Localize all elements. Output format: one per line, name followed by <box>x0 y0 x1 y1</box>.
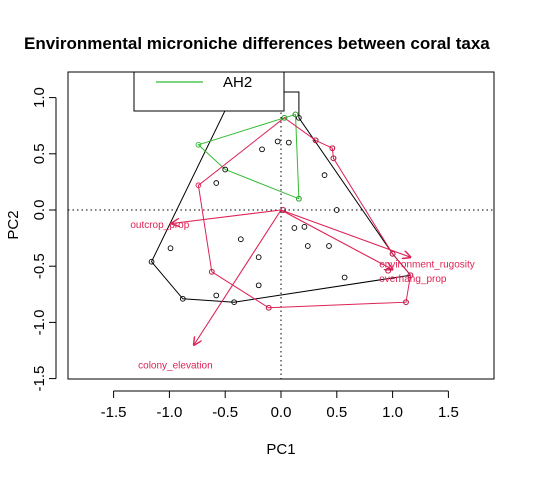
data-point-16 <box>291 225 298 231</box>
group-1-point-8 <box>208 268 215 275</box>
data-point-17 <box>304 243 311 249</box>
arrow-label-overhang_prop: overhang_prop <box>379 274 447 285</box>
data-point-18 <box>326 243 332 249</box>
data-point-14 <box>333 207 340 213</box>
group-1-point-7 <box>407 272 414 279</box>
y-tick-label-1: -1.0 <box>31 309 48 335</box>
data-point-6 <box>222 166 229 173</box>
hull-1 <box>197 113 300 200</box>
data-point-4 <box>285 139 292 146</box>
x-tick-label-0: -1.5 <box>101 404 127 421</box>
data-point-15 <box>301 224 308 230</box>
data-point-25 <box>255 282 262 289</box>
data-point-30 <box>179 295 186 302</box>
data-point-29 <box>213 292 220 299</box>
data-point-24 <box>341 274 348 281</box>
hull-2 <box>197 117 412 309</box>
arrow-overhang_prop <box>280 209 393 270</box>
data-point-21 <box>167 245 174 252</box>
y-tick-label-0: -1.5 <box>31 366 48 392</box>
group-1-point-1 <box>329 145 336 152</box>
arrow-label-colony_elevation: colony_elevation <box>138 360 213 371</box>
chart-title: Environmental microniche differences bet… <box>24 34 490 53</box>
arrow-environment_rugosity <box>280 209 410 257</box>
arrow-label-outcrop_prop: outcrop_prop <box>130 220 189 231</box>
x-tick-label-2: -0.5 <box>212 404 238 421</box>
data-point-31 <box>231 299 237 306</box>
arrow-colony_elevation <box>194 209 282 345</box>
group-1-point-6 <box>385 267 391 274</box>
y-tick-label-4: 0.5 <box>31 143 48 164</box>
y-tick-label-5: 1.0 <box>31 87 48 108</box>
plot-area: outcrop_prop environment_rugosity overhang… <box>68 72 494 379</box>
x-tick-label-1: -1.0 <box>156 404 182 421</box>
group-0-point-3 <box>195 141 202 148</box>
group-1-point-0 <box>312 137 319 144</box>
data-point-2 <box>296 114 302 121</box>
group-0-point-1 <box>292 111 299 118</box>
data-point-3 <box>274 138 281 145</box>
y-axis: -1.5 -1.0 -0.5 0.0 0.5 1.0 <box>31 87 57 392</box>
loading-arrows: outcrop_prop environment_rugosity overhang… <box>130 209 475 371</box>
legend-box <box>133 72 285 112</box>
data-point-22 <box>148 258 155 265</box>
group-1-point-10 <box>265 304 272 311</box>
group-1-point-5 <box>389 250 396 257</box>
x-axis: -1.5 -1.0 -0.5 0.0 0.5 1.0 1.5 <box>101 390 459 421</box>
x-tick-label-3: 0.0 <box>271 404 292 421</box>
data-point-7 <box>213 180 220 186</box>
group-0-point-2 <box>296 195 302 202</box>
arrow-label-environment_rugosity: environment_rugosity <box>379 259 475 270</box>
y-tick-label-2: -0.5 <box>31 253 48 279</box>
data-point-8 <box>321 172 328 179</box>
group-1-point-3 <box>195 182 202 189</box>
y-axis-label: PC2 <box>5 210 22 239</box>
group-0-point-0 <box>281 114 288 121</box>
arrow-outcrop_prop <box>172 209 282 223</box>
data-point-19 <box>237 236 244 243</box>
plot-frame <box>67 71 495 380</box>
group-1-point-2 <box>330 155 337 162</box>
data-points <box>148 111 414 311</box>
data-point-5 <box>259 146 265 153</box>
data-point-20 <box>255 254 262 261</box>
x-axis-label: PC1 <box>266 441 295 458</box>
legend-label-ah2: AH2 <box>223 74 252 91</box>
x-tick-label-6: 1.5 <box>438 404 459 421</box>
legend: AH2 <box>133 72 285 112</box>
x-tick-label-5: 1.0 <box>382 404 403 421</box>
x-tick-label-4: 0.5 <box>326 404 347 421</box>
y-tick-label-3: 0.0 <box>31 200 48 221</box>
group-1-point-4 <box>280 207 287 213</box>
group-1-point-9 <box>403 299 409 306</box>
